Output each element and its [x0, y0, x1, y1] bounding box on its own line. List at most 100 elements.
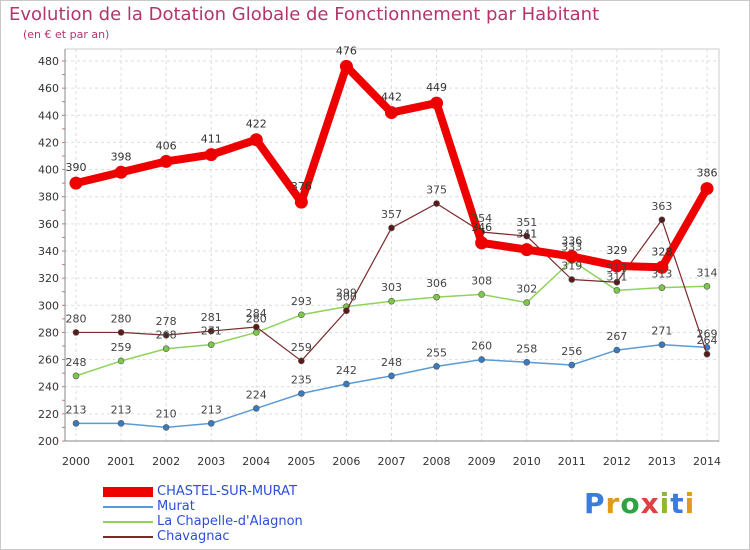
data-point-chavagnac — [433, 200, 440, 207]
data-point-chastel — [520, 243, 534, 257]
data-label-chavagnac: 357 — [381, 208, 402, 221]
data-label-chavagnac: 317 — [606, 262, 627, 275]
legend-label-chavagnac: Chavagnac — [157, 529, 230, 544]
data-label-la-chapelle: 248 — [66, 356, 87, 369]
x-tick-label: 2001 — [107, 455, 135, 468]
data-label-la-chapelle: 311 — [606, 270, 627, 283]
data-point-la-chapelle — [252, 329, 260, 336]
data-point-chastel — [339, 59, 353, 73]
data-label-la-chapelle: 333 — [561, 241, 582, 254]
y-tick-label: 260 — [38, 354, 59, 367]
data-point-chastel — [700, 182, 714, 196]
data-point-chavagnac — [523, 232, 531, 240]
data-label-chavagnac: 284 — [246, 307, 267, 320]
data-label-murat: 267 — [606, 330, 627, 343]
y-tick-label: 240 — [38, 381, 59, 394]
data-label-la-chapelle: 271 — [201, 325, 222, 338]
data-label-la-chapelle: 302 — [516, 283, 537, 296]
data-label-la-chapelle: 293 — [291, 295, 312, 308]
data-label-chavagnac: 278 — [156, 315, 177, 328]
data-point-la-chapelle — [207, 341, 215, 348]
data-label-chastel: 329 — [606, 244, 627, 257]
data-label-chavagnac: 280 — [66, 312, 87, 325]
data-point-chastel — [249, 133, 263, 147]
data-point-chavagnac — [343, 307, 350, 315]
data-label-murat: 269 — [697, 327, 718, 340]
data-point-murat — [72, 420, 80, 427]
data-point-la-chapelle — [388, 297, 395, 305]
data-label-chastel: 336 — [561, 234, 582, 247]
data-label-chastel: 442 — [381, 91, 402, 104]
data-label-la-chapelle: 259 — [111, 341, 132, 354]
legend-label-chastel: CHASTEL-SUR-MURAT — [157, 484, 297, 499]
y-tick-label: 360 — [38, 218, 59, 231]
y-tick-label: 340 — [38, 245, 59, 258]
data-label-la-chapelle: 303 — [381, 281, 402, 294]
data-point-la-chapelle — [117, 357, 125, 365]
y-tick-label: 200 — [38, 435, 59, 448]
data-label-chastel: 346 — [471, 221, 492, 234]
data-point-la-chapelle — [523, 299, 531, 306]
x-tick-label: 2002 — [152, 455, 180, 468]
data-point-murat — [523, 358, 531, 366]
data-point-murat — [568, 361, 576, 369]
data-point-murat — [388, 372, 395, 380]
data-label-murat: 256 — [561, 345, 582, 358]
data-label-chastel: 328 — [651, 245, 672, 258]
data-label-chavagnac: 259 — [291, 341, 312, 354]
data-point-murat — [252, 405, 260, 412]
x-tick-label: 2009 — [468, 455, 496, 468]
legend-label-la-chapelle: La Chapelle-d'Alagnon — [157, 514, 303, 529]
data-label-la-chapelle: 280 — [246, 312, 267, 325]
x-tick-label: 2014 — [693, 455, 721, 468]
x-tick-label: 2012 — [603, 455, 631, 468]
data-point-murat — [207, 420, 215, 427]
data-point-chavagnac — [388, 224, 395, 232]
data-point-murat — [433, 363, 440, 370]
x-tick-label: 2008 — [423, 455, 451, 468]
data-label-chastel: 386 — [697, 167, 718, 180]
data-point-murat — [162, 424, 170, 431]
data-point-murat — [298, 390, 305, 397]
x-tick-label: 2013 — [648, 455, 676, 468]
data-label-chastel: 376 — [291, 180, 312, 193]
chart-title: Evolution de la Dotation Globale de Fonc… — [9, 4, 600, 25]
y-tick-label: 440 — [38, 109, 59, 122]
data-label-chavagnac: 354 — [471, 212, 492, 225]
data-label-chavagnac: 280 — [111, 312, 132, 325]
data-point-chavagnac — [252, 323, 260, 331]
data-label-murat: 248 — [381, 356, 402, 369]
data-label-la-chapelle: 268 — [156, 329, 177, 342]
data-label-la-chapelle: 308 — [471, 274, 492, 287]
legend-label-murat: Murat — [157, 499, 195, 514]
data-label-chavagnac: 351 — [516, 216, 537, 229]
x-tick-label: 2006 — [332, 455, 360, 468]
data-label-chastel: 411 — [201, 133, 222, 146]
legend-swatch-chavagnac — [103, 536, 153, 538]
data-label-murat: 258 — [516, 342, 537, 355]
y-tick-label: 320 — [38, 272, 59, 285]
data-label-chavagnac: 300 — [336, 291, 357, 304]
y-tick-label: 280 — [38, 326, 59, 339]
data-point-chavagnac — [613, 278, 621, 286]
x-tick-label: 2004 — [242, 455, 270, 468]
legend-swatch-murat — [103, 506, 153, 508]
data-point-chavagnac — [568, 276, 576, 283]
data-label-murat: 255 — [426, 346, 447, 359]
y-tick-label: 220 — [38, 408, 59, 421]
data-point-la-chapelle — [298, 311, 305, 319]
y-tick-label: 480 — [38, 55, 59, 68]
data-label-murat: 260 — [471, 340, 492, 353]
data-point-chavagnac — [162, 331, 170, 339]
data-label-la-chapelle: 306 — [426, 277, 447, 290]
data-label-chastel: 390 — [66, 161, 87, 174]
legend-swatch-la-chapelle — [103, 521, 153, 523]
data-point-chavagnac — [207, 327, 215, 335]
x-tick-label: 2000 — [62, 455, 90, 468]
data-point-la-chapelle — [72, 372, 80, 380]
data-point-murat — [343, 380, 350, 388]
data-label-chastel: 449 — [426, 81, 447, 94]
data-label-chastel: 422 — [246, 118, 267, 131]
data-point-la-chapelle — [613, 287, 621, 294]
